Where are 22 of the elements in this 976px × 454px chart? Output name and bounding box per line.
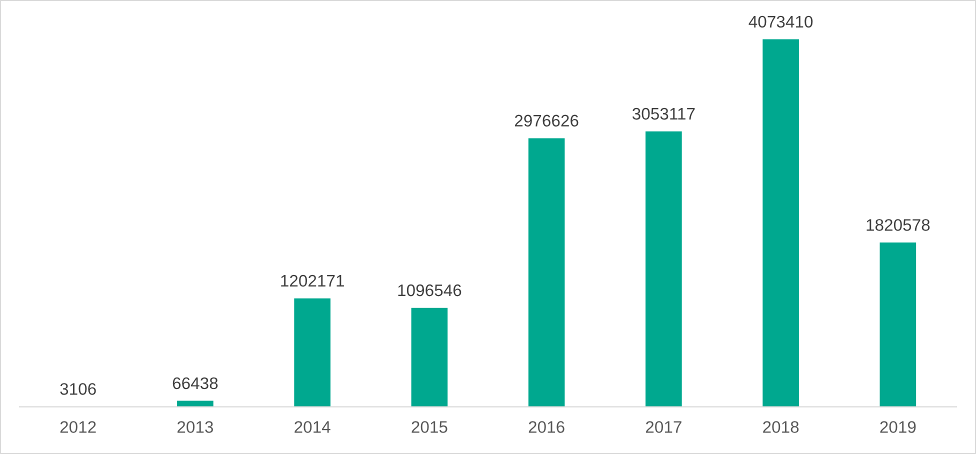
x-tick-label: 2014 bbox=[294, 421, 330, 433]
data-label: 1202171 bbox=[281, 274, 344, 287]
x-tick-label: 2016 bbox=[528, 421, 564, 433]
x-tick-label: 2019 bbox=[880, 421, 916, 433]
bar bbox=[294, 298, 330, 407]
x-tick-label: 2013 bbox=[178, 421, 214, 433]
bar bbox=[411, 308, 448, 407]
data-label: 2976626 bbox=[514, 114, 578, 127]
x-tick-label: 2012 bbox=[60, 421, 96, 433]
x-tick-label: 2018 bbox=[763, 421, 799, 433]
data-label: 1820578 bbox=[866, 219, 930, 231]
bar bbox=[646, 131, 682, 407]
data-label: 66438 bbox=[172, 377, 218, 390]
x-tick-label: 2015 bbox=[412, 421, 448, 433]
data-label: 3053117 bbox=[632, 108, 695, 120]
bar bbox=[528, 138, 565, 407]
bar bbox=[880, 242, 916, 407]
bar bbox=[762, 39, 799, 407]
data-label: 1096546 bbox=[398, 284, 462, 296]
data-label: 4073410 bbox=[748, 16, 813, 28]
data-label: 3106 bbox=[60, 383, 96, 395]
x-tick-label: 2017 bbox=[646, 421, 682, 433]
